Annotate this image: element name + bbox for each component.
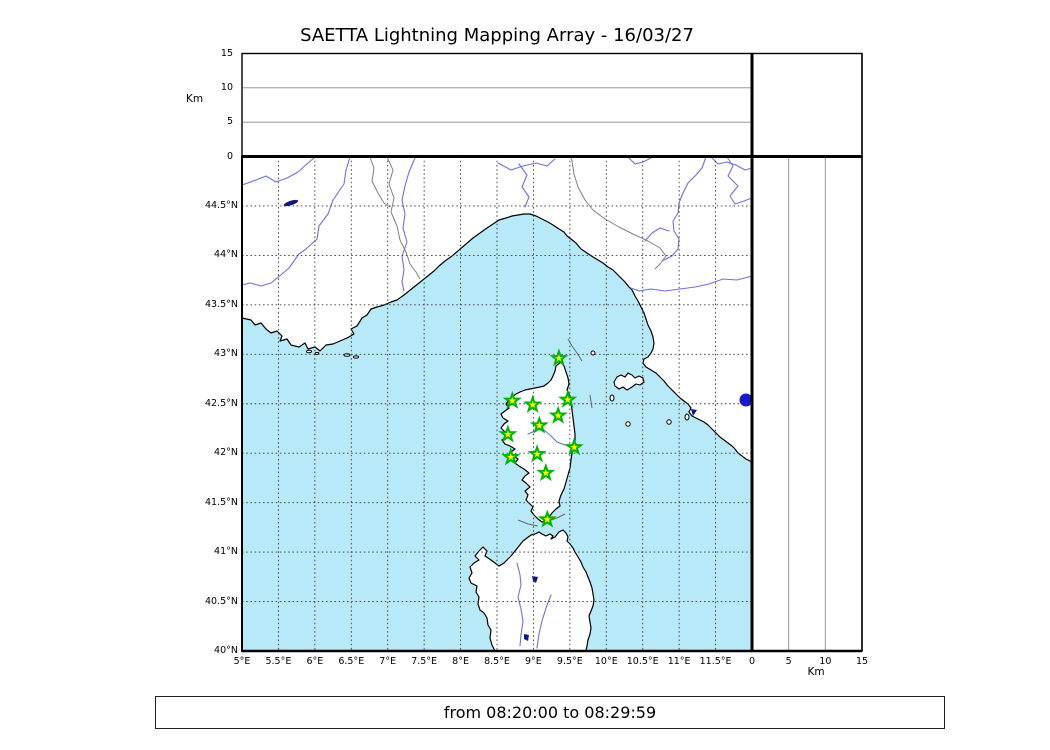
elba-island: [613, 372, 645, 391]
lake-sainte-croix: [283, 199, 299, 207]
capraia-island: [609, 394, 615, 402]
lon-tick-label: 11.5°E: [699, 656, 732, 667]
histogram-corner-panel: [751, 52, 863, 158]
lat-tick-label: 43°N: [214, 348, 238, 360]
alt-axis-label-left: Km: [186, 93, 204, 105]
map-panel: [241, 155, 753, 652]
lat-vs-alt-panel[interactable]: [751, 155, 863, 652]
alt-tick-label: 15: [220, 47, 233, 59]
arno-river: [630, 275, 753, 292]
lon-tick-label: 5°E: [233, 656, 251, 667]
lake-bolsena: [739, 393, 753, 407]
lat-tick-label: 43.5°N: [204, 298, 238, 310]
montecristo-island: [666, 419, 672, 425]
alt-tick-label-right: 5: [785, 656, 792, 667]
lat-tick-label: 41.5°N: [204, 496, 238, 508]
lon-tick-label: 9.5°E: [556, 656, 583, 667]
altitude-top-panel: [241, 52, 753, 158]
lat-tick-label: 40°N: [214, 645, 238, 656]
time-range-text: from 08:20:00 to 08:29:59: [443, 703, 657, 722]
lon-tick-label: 8°E: [452, 656, 469, 667]
alt-tick-label-right: 0: [748, 656, 756, 667]
lat-tick-label: 44°N: [214, 249, 238, 261]
orbetello-lagoon: [691, 409, 697, 416]
page-title: SAETTA Lightning Mapping Array - 16/03/2…: [300, 25, 694, 46]
lon-tick-label: 5.5°E: [265, 656, 292, 667]
alt-tick-label-right: 15: [855, 656, 869, 667]
small-islands: [306, 349, 690, 427]
lat-tick-label: 44.5°N: [204, 199, 238, 211]
lat-tick-label: 40.5°N: [204, 595, 238, 607]
pianosa-island: [625, 421, 631, 427]
lon-tick-label: 6°E: [306, 656, 324, 667]
alt-axis-label-right: Km: [807, 666, 825, 678]
lon-tick-label: 6.5°E: [338, 656, 365, 667]
panel-frames: [241, 53, 863, 653]
lon-tick-label: 10.5°E: [626, 656, 659, 667]
lat-tick-label: 42°N: [214, 447, 238, 459]
lon-tick-label: 8.5°E: [484, 656, 510, 667]
lon-tick-label: 9°E: [525, 656, 542, 667]
lon-tick-label: 11°E: [667, 656, 691, 667]
lon-tick-label: 10°E: [594, 656, 618, 667]
time-range-box: from 08:20:00 to 08:29:59: [155, 696, 945, 729]
giglio-island: [684, 413, 690, 421]
alt-vs-lon-panel[interactable]: [241, 52, 753, 158]
lon-tick-label: 7.5°E: [411, 656, 438, 667]
corner-panel[interactable]: [751, 52, 863, 158]
lat-tick-label: 41°N: [214, 546, 238, 558]
altitude-right-panel: [751, 155, 863, 652]
alt-tick-label-right: 10: [819, 656, 832, 667]
lat-tick-label: 42.5°N: [204, 397, 238, 409]
lon-tick-label: 7°E: [379, 656, 397, 667]
rivers: [241, 156, 753, 649]
map-gridlines: [242, 156, 752, 651]
admin-borders: [369, 156, 667, 280]
alt-tick-label: 10: [220, 81, 233, 93]
alt-tick-label: 5: [226, 116, 233, 128]
sardinia-island: [468, 529, 595, 652]
mainland-coast: [241, 155, 753, 463]
alt-tick-label: 0: [226, 150, 233, 162]
